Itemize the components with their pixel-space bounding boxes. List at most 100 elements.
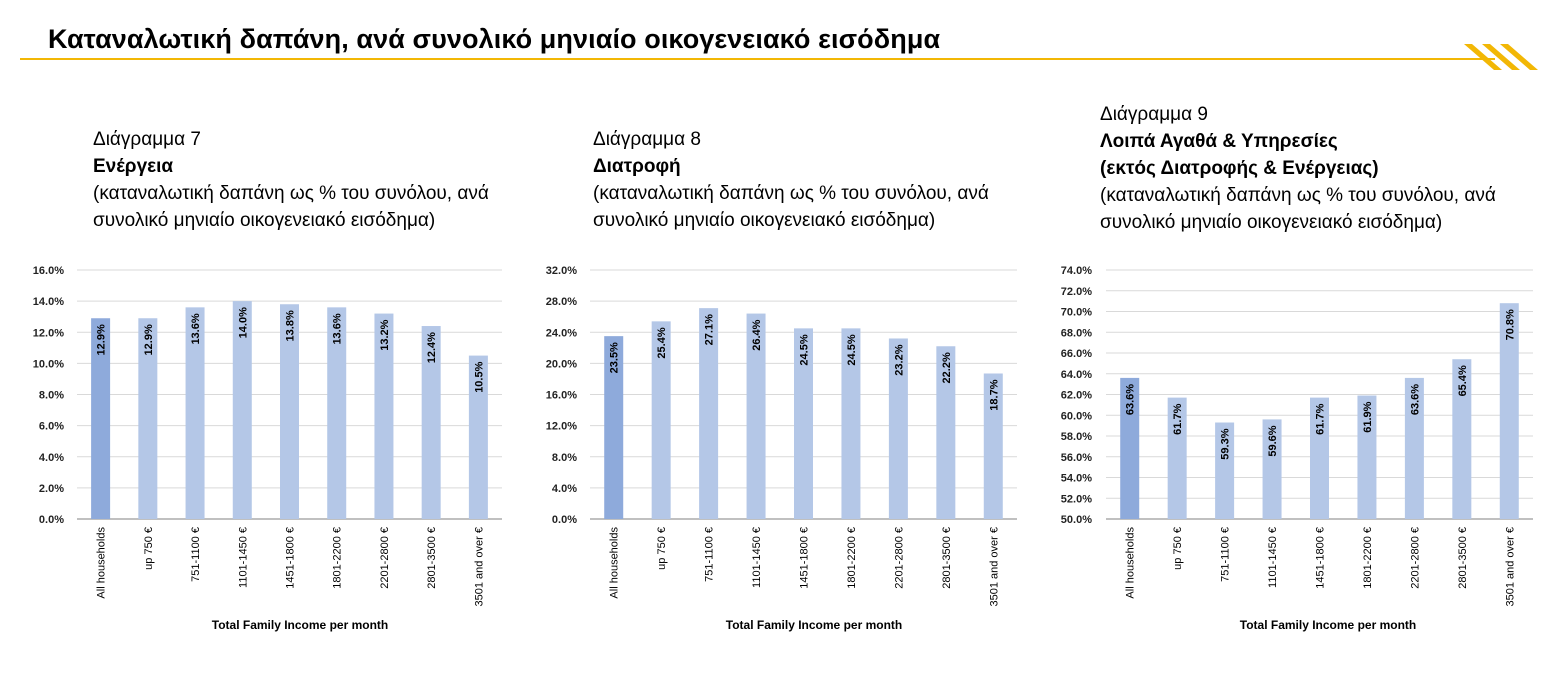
bar-value-label: 59.6% (1267, 425, 1279, 456)
chart-description-line-2: συνολικό μηνιαίο οικογενειακό εισόδημα) (593, 210, 936, 231)
x-category-label: All households (1125, 527, 1137, 599)
bar-value-label: 13.6% (332, 313, 344, 344)
chart-name: Διατροφή (593, 156, 681, 177)
bar (327, 307, 347, 519)
x-category-label: 1801-2200 € (1362, 527, 1374, 589)
y-tick-label: 54.0% (1061, 473, 1092, 485)
bar-value-label: 18.7% (988, 379, 1000, 410)
bar (138, 318, 158, 519)
y-tick-label: 74.0% (1061, 265, 1092, 277)
chart-caption: Διάγραμμα 7 Ενέργεια (καταναλωτική δαπάν… (93, 126, 489, 234)
y-tick-label: 50.0% (1061, 514, 1092, 526)
x-category-label: 2801-3500 € (1457, 527, 1469, 589)
y-tick-label: 62.0% (1061, 390, 1092, 402)
bar (1452, 359, 1472, 519)
y-tick-label: 28.0% (546, 296, 577, 308)
bar (699, 308, 719, 519)
bar (1120, 377, 1140, 519)
y-tick-label: 6.0% (39, 421, 64, 433)
y-tick-label: 60.0% (1061, 410, 1092, 422)
bar (421, 326, 441, 519)
y-tick-label: 14.0% (33, 296, 64, 308)
x-axis-title: Total Family Income per month (726, 618, 902, 632)
bar (468, 355, 488, 519)
bar-chart-food: 0.0% 4.0% 8.0% 12.0% 16.0% 20.0% 24.0% 28.0% 32.… (546, 265, 1017, 632)
bar-value-label: 13.6% (190, 313, 202, 344)
x-category-label: 751-1100 € (190, 527, 202, 582)
y-tick-label: 10.0% (33, 358, 64, 370)
x-category-label: 3501 and over € (1504, 527, 1516, 607)
bar (374, 313, 394, 519)
yellow-stripes-logo-icon (1464, 44, 1538, 70)
bar (185, 307, 205, 519)
bar (1404, 377, 1424, 519)
x-category-label: 1101-1450 € (237, 527, 249, 588)
x-category-label: up 750 € (1172, 527, 1184, 570)
y-tick-label: 64.0% (1061, 369, 1092, 381)
bar-value-label: 23.2% (893, 344, 905, 375)
bar-value-label: 22.2% (941, 352, 953, 383)
bar (746, 313, 766, 519)
y-tick-label: 32.0% (546, 265, 577, 277)
y-tick-label: 0.0% (552, 514, 577, 526)
chart-panel-food: Διάγραμμα 8 Διατροφή (καταναλωτική δαπάν… (0, 0, 1017, 640)
y-tick-label: 16.0% (33, 265, 64, 277)
x-category-label: 2801-3500 € (426, 527, 438, 589)
chart-caption: Διάγραμμα 8 Διατροφή (καταναλωτική δαπάν… (593, 126, 989, 234)
chart-number: Διάγραμμα 8 (593, 129, 701, 150)
bar (888, 338, 908, 519)
bar-value-label: 12.4% (426, 332, 438, 363)
bar (1262, 419, 1282, 519)
x-category-label: 1451-1800 € (799, 527, 811, 589)
y-tick-label: 4.0% (39, 452, 64, 464)
x-category-label: 2801-3500 € (941, 527, 953, 589)
bar-value-label: 61.7% (1172, 403, 1184, 434)
bar (1499, 303, 1519, 519)
chart-name-line-2: (εκτός Διατροφής & Ενέργειας) (1100, 158, 1379, 179)
y-tick-label: 70.0% (1061, 307, 1092, 319)
chart-description-line-1: (καταναλωτική δαπάνη ως % του συνόλου, α… (93, 183, 489, 204)
x-category-label: 1801-2200 € (846, 527, 858, 589)
y-tick-label: 72.0% (1061, 286, 1092, 298)
bar (841, 328, 861, 519)
x-category-label: 3501 and over € (988, 527, 1000, 607)
x-category-label: All households (609, 527, 621, 599)
bar-value-label: 26.4% (751, 319, 763, 350)
bar-chart-energy: 0.0% 2.0% 4.0% 6.0% 8.0% 10.0% 12.0% 14.0% 16.0%… (33, 265, 502, 632)
bar-value-label: 70.8% (1504, 309, 1516, 340)
bar-value-label: 25.4% (656, 327, 668, 358)
bar-value-label: 12.9% (96, 324, 108, 355)
y-tick-label: 8.0% (552, 452, 577, 464)
bar-value-label: 65.4% (1457, 365, 1469, 396)
bar-value-label: 13.2% (379, 319, 391, 350)
bar-value-label: 61.9% (1362, 401, 1374, 432)
x-axis-title: Total Family Income per month (1240, 618, 1416, 632)
y-tick-label: 12.0% (33, 327, 64, 339)
x-category-label: 2201-2800 € (379, 527, 391, 589)
y-tick-label: 8.0% (39, 390, 64, 402)
bar (1310, 397, 1329, 519)
bar-value-label: 63.6% (1409, 384, 1421, 415)
x-category-label: 1451-1800 € (285, 527, 297, 589)
x-category-label: 1101-1450 € (751, 527, 763, 588)
page-title: Καταναλωτική δαπάνη, ανά συνολικό μηνιαί… (48, 24, 941, 54)
y-tick-label: 0.0% (39, 514, 64, 526)
chart-name: Ενέργεια (93, 156, 174, 177)
x-category-label: up 750 € (143, 527, 155, 570)
bar (651, 321, 671, 519)
y-tick-label: 24.0% (546, 327, 577, 339)
x-axis-title: Total Family Income per month (212, 618, 388, 632)
bar (794, 328, 813, 519)
x-category-label: up 750 € (656, 527, 668, 570)
chart-description-line-2: συνολικό μηνιαίο οικογενειακό εισόδημα) (1100, 212, 1443, 233)
y-tick-label: 16.0% (546, 390, 577, 402)
y-tick-label: 12.0% (546, 421, 577, 433)
y-tick-label: 56.0% (1061, 452, 1092, 464)
bar (1357, 395, 1377, 519)
bar-value-label: 10.5% (473, 361, 485, 392)
chart-number: Διάγραμμα 9 (1100, 104, 1208, 125)
bar (936, 346, 956, 519)
x-category-label: 1101-1450 € (1267, 527, 1279, 588)
y-tick-label: 4.0% (552, 483, 577, 495)
bar-value-label: 59.3% (1220, 428, 1232, 459)
